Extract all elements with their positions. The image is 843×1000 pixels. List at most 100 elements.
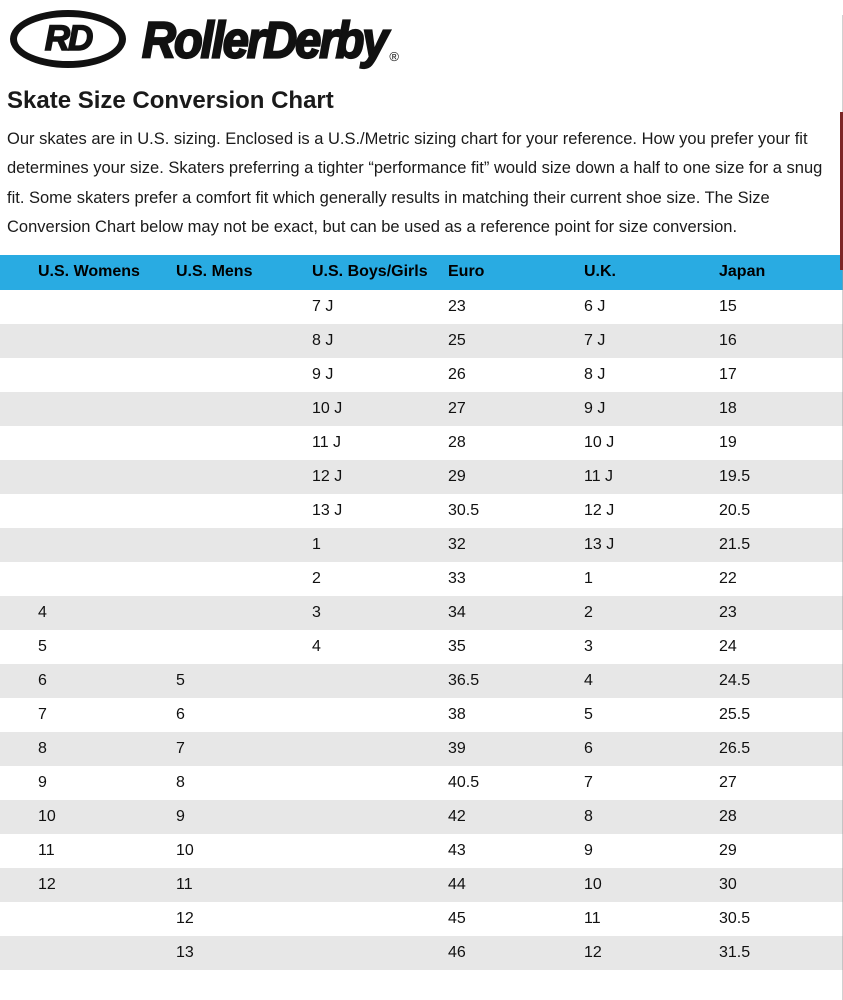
table-row: 2 33 1 22 (0, 562, 843, 596)
table-row: 13 46 12 31.5 (0, 935, 843, 970)
table-cell: 7 J (584, 323, 719, 358)
table-cell: 4 (584, 663, 719, 698)
table-cell: 10 (176, 841, 194, 859)
table-cell: 20.5 (719, 501, 751, 519)
table-cell: 11 J (312, 433, 342, 451)
table-cell: 24.5 (719, 663, 843, 698)
table-cell (0, 323, 176, 358)
table-row: 6 5 36.5 4 24.5 (0, 663, 843, 698)
table-cell: 35 (448, 637, 466, 655)
table-cell: 9 (38, 773, 47, 791)
table-cell: 33 (448, 569, 466, 587)
table-cell: 8 J (584, 365, 606, 383)
table-cell: 18 (719, 391, 843, 426)
table-row: 10 J 27 9 J 18 (0, 391, 843, 426)
table-cell: 12 (0, 867, 176, 902)
table-cell (0, 562, 176, 596)
table-cell: 9 J (312, 365, 334, 383)
table-cell: 29 (448, 459, 584, 494)
table-row: 8 J 25 7 J 16 (0, 323, 843, 358)
table-cell: 7 J (312, 297, 334, 315)
table-cell (0, 459, 176, 494)
table-row: 10 9 42 8 28 (0, 799, 843, 834)
table-row: 8 7 39 6 26.5 (0, 731, 843, 766)
table-cell: 12 J (584, 501, 615, 519)
table-cell: 12 (584, 935, 719, 970)
table-cell (176, 358, 312, 392)
table-cell: 13 J (584, 527, 719, 562)
table-cell: 23 (448, 297, 466, 315)
table-cell: 24 (719, 637, 737, 655)
table-row: 4 3 34 2 23 (0, 595, 843, 630)
table-cell: 16 (719, 323, 843, 358)
table-cell (312, 902, 448, 936)
table-cell (0, 391, 176, 426)
table-cell: 19 (719, 433, 737, 451)
table-row: 9 J 26 8 J 17 (0, 358, 843, 392)
table-row: 13 J 30.5 12 J 20.5 (0, 494, 843, 528)
table-cell (312, 867, 448, 902)
table-cell: 12 (176, 909, 194, 927)
table-cell (0, 358, 176, 392)
table-cell: 11 (38, 841, 55, 859)
table-cell: 38 (448, 705, 466, 723)
table-cell: 25 (448, 323, 584, 358)
table-cell: 7 (38, 705, 47, 723)
table-cell: 10 (0, 799, 176, 834)
rollerderby-wordmark: RollerDerby (141, 9, 389, 68)
table-cell (0, 902, 176, 936)
table-cell (312, 766, 448, 800)
table-cell: 6 J (584, 297, 606, 315)
table-cell (176, 595, 312, 630)
table-cell: 9 (176, 799, 312, 834)
column-header-euro: Euro (448, 254, 584, 290)
table-cell (0, 426, 176, 460)
table-cell: 6 (584, 731, 719, 766)
table-cell: 1 (312, 527, 448, 562)
table-cell: 31.5 (719, 935, 843, 970)
table-cell: 26.5 (719, 731, 843, 766)
table-row: 11 J 28 10 J 19 (0, 426, 843, 460)
table-cell (176, 494, 312, 528)
table-cell: 36.5 (448, 663, 584, 698)
table-cell: 8 (0, 731, 176, 766)
table-cell: 10 (584, 867, 719, 902)
table-cell (312, 799, 448, 834)
table-cell (176, 630, 312, 664)
table-row: 12 45 11 30.5 (0, 902, 843, 936)
intro-paragraph: Our skates are in U.S. sizing. Enclosed … (7, 130, 823, 237)
table-cell: 39 (448, 731, 584, 766)
table-cell: 2 (584, 595, 719, 630)
table-cell: 1 (584, 569, 593, 587)
table-cell: 11 (176, 867, 312, 902)
table-cell: 17 (719, 365, 737, 383)
column-header-u-k: U.K. (584, 254, 719, 290)
table-row: 12 J 29 11 J 19.5 (0, 459, 843, 494)
table-cell (176, 391, 312, 426)
table-cell: 6 (0, 663, 176, 698)
table-cell: 8 (176, 773, 185, 791)
table-cell (176, 323, 312, 358)
table-cell (0, 935, 176, 970)
table-cell: 11 (584, 909, 601, 927)
table-cell: 22 (719, 569, 737, 587)
table-cell: 11 J (584, 459, 719, 494)
table-cell: 9 J (584, 391, 719, 426)
column-header-u-s-womens: U.S. Womens (0, 254, 176, 290)
page-title: Skate Size Conversion Chart (7, 87, 334, 114)
table-row: 7 6 38 5 25.5 (0, 698, 843, 732)
table-cell: 32 (448, 527, 584, 562)
table-cell: 15 (719, 297, 737, 315)
table-cell: 9 (584, 841, 593, 859)
table-cell: 30.5 (448, 501, 480, 519)
table-cell: 13 J (312, 501, 343, 519)
table-cell (312, 731, 448, 766)
table-cell (312, 935, 448, 970)
table-cell: 44 (448, 867, 584, 902)
table-cell: 19.5 (719, 459, 843, 494)
table-cell: 30.5 (719, 909, 751, 927)
table-cell (176, 562, 312, 596)
table-cell: 10 J (584, 433, 615, 451)
table-cell: 26 (448, 365, 466, 383)
table-cell: 29 (719, 841, 737, 859)
